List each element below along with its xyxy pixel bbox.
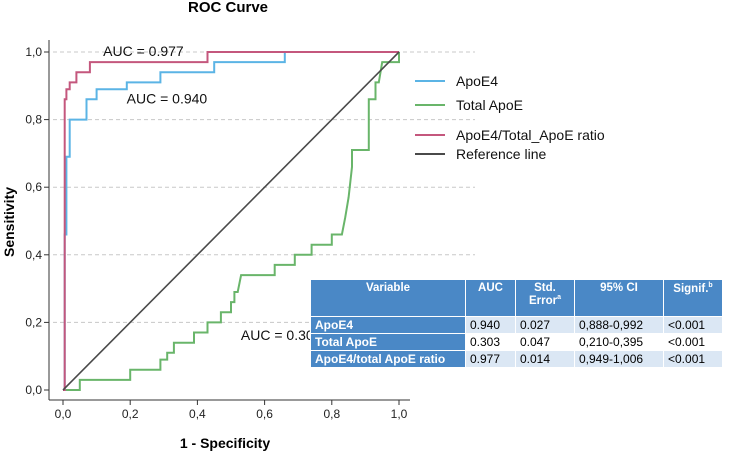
y-axis-label: Sensitivity bbox=[1, 187, 17, 257]
legend-label: ApoE4/Total_ApoE ratio bbox=[456, 127, 605, 143]
y-tick-label: 0,8 bbox=[25, 113, 42, 127]
y-tick-label: 0,4 bbox=[25, 248, 42, 262]
row-signif: <0.001 bbox=[663, 350, 723, 368]
x-tick-label: 0,8 bbox=[323, 407, 340, 421]
row-ci: 0,888-0,992 bbox=[574, 316, 664, 334]
x-tick-label: 0,4 bbox=[189, 407, 206, 421]
row-std-error: 0.027 bbox=[515, 316, 575, 334]
y-tick-label: 0,0 bbox=[25, 383, 42, 397]
row-std-error: 0.047 bbox=[515, 333, 575, 351]
chart-title: ROC Curve bbox=[188, 0, 268, 16]
y-tick-label: 0,6 bbox=[25, 180, 42, 194]
col-header-variable: Variable bbox=[310, 279, 466, 317]
series-layer bbox=[62, 51, 400, 391]
col-header-std-error: Std. Errora bbox=[515, 279, 575, 317]
x-tick-label: 0,6 bbox=[256, 407, 273, 421]
x-axis-label: 1 - Specificity bbox=[180, 435, 270, 451]
row-std-error: 0.014 bbox=[515, 350, 575, 368]
legend-label: Reference line bbox=[456, 146, 546, 162]
y-tick-label: 1,0 bbox=[25, 45, 42, 59]
col-header-ci: 95% CI bbox=[574, 279, 664, 317]
series-apoe4 bbox=[63, 51, 399, 391]
auc-annotation: AUC = 0.977 bbox=[103, 43, 184, 59]
auc-annotation: AUC = 0.303 bbox=[241, 327, 322, 343]
col-header-signif: Signif.b bbox=[663, 279, 723, 317]
axes: 0,0 0,2 0,4 0,6 0,8 1,0 0,0 0,2 0,4 0,6 0,8 1,0 bbox=[25, 40, 410, 421]
row-variable: ApoE4 bbox=[310, 316, 466, 334]
auc-table: Variable AUC Std. Errora 95% CI Signif.b… bbox=[310, 279, 723, 368]
series-reference-line bbox=[62, 51, 400, 391]
table-row: ApoE4/total ApoE ratio 0.977 0.014 0,949… bbox=[310, 350, 723, 368]
auc-annotation: AUC = 0.940 bbox=[127, 90, 208, 106]
row-ci: 0,949-1,006 bbox=[574, 350, 664, 368]
row-auc: 0.303 bbox=[465, 333, 516, 351]
row-signif: <0.001 bbox=[663, 333, 723, 351]
x-tick-label: 0,0 bbox=[55, 407, 72, 421]
x-tick-label: 1,0 bbox=[391, 407, 408, 421]
row-variable: Total ApoE bbox=[310, 333, 466, 351]
annotations: AUC = 0.977 AUC = 0.940 AUC = 0.303 bbox=[103, 43, 322, 343]
row-auc: 0.940 bbox=[465, 316, 516, 334]
y-tick-label: 0,2 bbox=[25, 315, 42, 329]
legend: ApoE4 Total ApoE ApoE4/Total_ApoE ratio Ref… bbox=[415, 73, 605, 162]
series-total-apoe bbox=[63, 52, 400, 391]
table-row: ApoE4 0.940 0.027 0,888-0,992 <0.001 bbox=[310, 316, 723, 334]
x-tick-label: 0,2 bbox=[122, 407, 139, 421]
row-auc: 0.977 bbox=[465, 350, 516, 368]
legend-label: ApoE4 bbox=[456, 73, 498, 89]
series-apoe4-total-apoe-ratio bbox=[63, 51, 399, 391]
row-variable: ApoE4/total ApoE ratio bbox=[310, 350, 466, 368]
legend-label: Total ApoE bbox=[456, 97, 523, 113]
row-ci: 0,210-0,395 bbox=[574, 333, 664, 351]
row-signif: <0.001 bbox=[663, 316, 723, 334]
col-header-auc: AUC bbox=[465, 279, 516, 317]
table-row: Total ApoE 0.303 0.047 0,210-0,395 <0.00… bbox=[310, 333, 723, 351]
